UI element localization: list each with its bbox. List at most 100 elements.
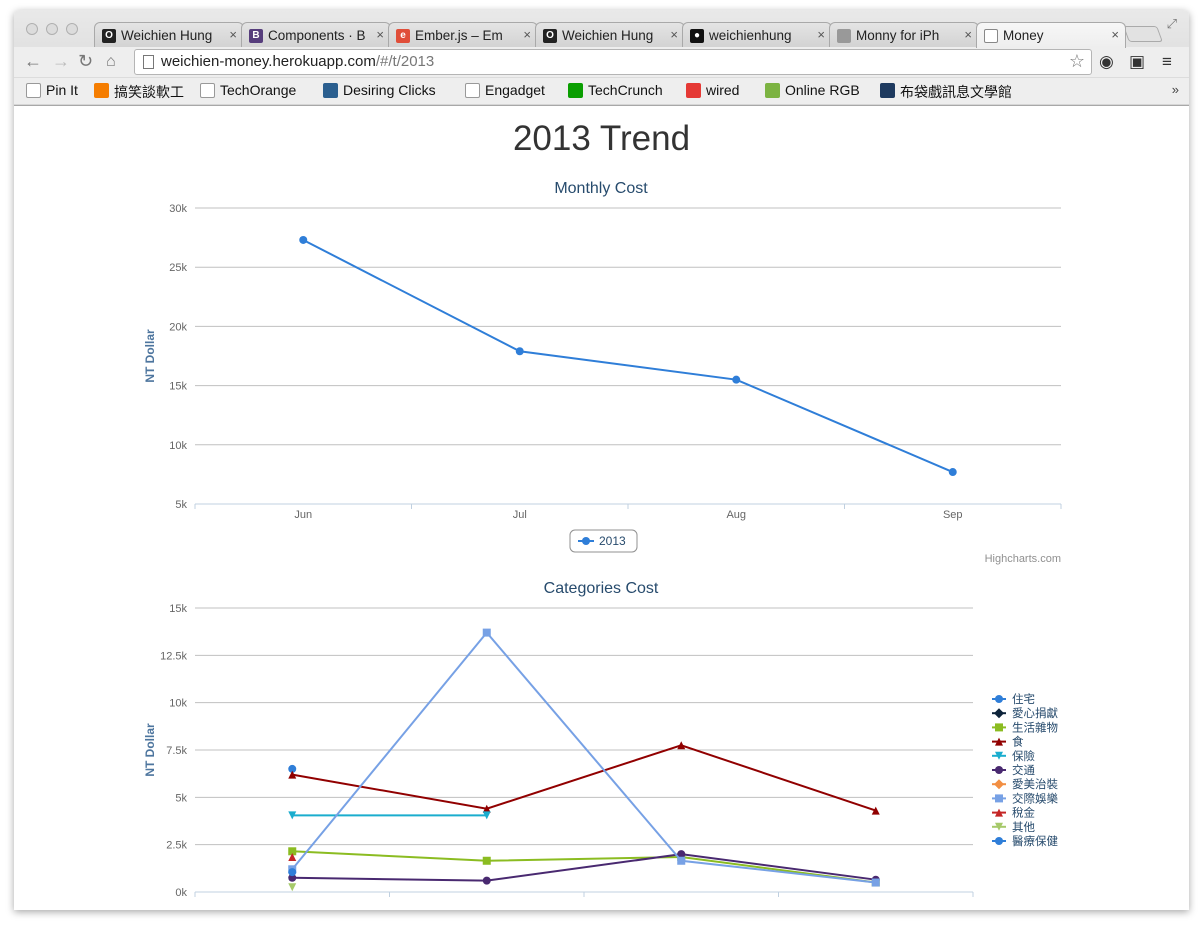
x-tick-label: Jul xyxy=(513,509,527,521)
browser-tab[interactable]: Monny for iPh × xyxy=(829,22,979,48)
legend-label: 2013 xyxy=(599,534,626,548)
legend-label: 交際娛樂 xyxy=(1012,791,1058,805)
y-tick-label: 30k xyxy=(169,203,187,215)
browser-tab[interactable]: ● weichienhung × xyxy=(682,22,832,48)
y-axis-label: NT Dollar xyxy=(143,329,157,383)
bookmark-star-icon[interactable]: ☆ xyxy=(1068,51,1085,71)
data-point xyxy=(288,847,297,856)
bookmark-item[interactable]: 布袋戲訊息文學館 xyxy=(880,82,1012,102)
zoom-window-button[interactable] xyxy=(66,23,78,35)
data-point xyxy=(515,347,524,356)
bookmark-item[interactable]: Desiring Clicks xyxy=(323,82,436,98)
bookmark-label: TechCrunch xyxy=(588,82,663,98)
bookmarks-overflow-button[interactable]: » xyxy=(1171,82,1179,97)
legend-label: 稅金 xyxy=(1012,806,1035,820)
back-icon[interactable]: ← xyxy=(24,51,42,71)
browser-toolbar: ← → ↻ ⌂ weichien-money.herokuapp.com/#/t… xyxy=(14,47,1189,77)
blogger-icon xyxy=(94,83,109,98)
y-tick-label: 0k xyxy=(175,887,187,899)
browser-tab[interactable]: B Components · B × xyxy=(241,22,391,48)
tab-favicon-icon: e xyxy=(396,29,410,43)
data-point xyxy=(995,808,1003,817)
legend-label: 食 xyxy=(1012,735,1024,749)
tab-title: Components · B xyxy=(268,28,366,43)
new-tab-button[interactable] xyxy=(1123,26,1163,42)
close-tab-icon[interactable]: × xyxy=(1111,27,1119,42)
y-tick-label: 10k xyxy=(169,440,187,452)
data-point xyxy=(871,806,880,815)
bookmark-label: TechOrange xyxy=(220,82,297,98)
tab-favicon-icon: O xyxy=(102,29,116,43)
bookmark-item[interactable]: TechOrange xyxy=(200,82,296,98)
categories-cost-chart: Categories Cost NT Dollar 0k 2.5k 5k 7.5k 10k 1… xyxy=(143,580,1058,899)
menu-icon[interactable]: ≡ xyxy=(1162,52,1172,71)
fullscreen-icon[interactable]: ⤢ xyxy=(1166,16,1177,31)
data-point xyxy=(288,868,297,877)
bookmark-label: 搞笑談軟工 xyxy=(114,84,184,100)
legend-label: 醫療保健 xyxy=(1012,834,1058,848)
forward-icon[interactable]: → xyxy=(52,51,70,71)
data-point xyxy=(995,751,1003,760)
bookmarks-bar: » Pin It 搞笑談軟工 TechOrange Desiring Clicks En… xyxy=(14,78,1189,104)
legend-label: 其他 xyxy=(1012,821,1035,834)
incognito-extension-icon[interactable]: ◉ xyxy=(1099,52,1114,71)
url-host: weichien-money.herokuapp.com xyxy=(161,53,376,70)
bookmark-item[interactable]: Engadget xyxy=(465,82,545,98)
y-tick-label: 15k xyxy=(169,381,187,393)
bookmark-item[interactable]: TechCrunch xyxy=(568,82,663,98)
legend-label: 保險 xyxy=(1012,749,1035,763)
desiring-clicks-icon xyxy=(323,83,338,98)
series-10 xyxy=(288,868,297,877)
reload-icon[interactable]: ↻ xyxy=(78,51,94,71)
close-tab-icon[interactable]: × xyxy=(229,27,237,42)
data-point xyxy=(677,850,686,859)
close-tab-icon[interactable]: × xyxy=(670,27,678,42)
minimize-window-button[interactable] xyxy=(46,23,58,35)
close-tab-icon[interactable]: × xyxy=(376,27,384,42)
y-tick-label: 5k xyxy=(175,499,187,511)
legend-label: 生活雜物 xyxy=(1012,720,1058,734)
data-point xyxy=(482,804,491,813)
browser-tab[interactable]: O Weichien Hung × xyxy=(94,22,244,48)
data-point xyxy=(299,235,308,244)
series-line xyxy=(291,631,876,884)
tab-favicon-icon: ● xyxy=(690,29,704,43)
browser-tab[interactable]: Money × xyxy=(976,22,1126,48)
legend-label: 交通 xyxy=(1012,763,1035,777)
data-point xyxy=(582,537,590,545)
browser-tab[interactable]: e Ember.js – Em × xyxy=(388,22,538,48)
rgb-icon xyxy=(765,83,780,98)
close-tab-icon[interactable]: × xyxy=(523,27,531,42)
close-window-button[interactable] xyxy=(26,23,38,35)
bookmark-item[interactable]: Pin It xyxy=(26,82,78,98)
tab-favicon-icon xyxy=(837,29,851,43)
cast-extension-icon[interactable]: ▣ xyxy=(1129,52,1146,71)
data-point xyxy=(995,766,1003,774)
data-point xyxy=(995,695,1003,703)
browser-window: O Weichien Hung × B Components · B × e Ember.js… xyxy=(14,10,1189,910)
data-point xyxy=(677,856,686,865)
techcrunch-icon xyxy=(568,83,583,98)
bookmark-label: Online RGB xyxy=(785,82,860,98)
home-icon[interactable]: ⌂ xyxy=(106,53,116,70)
chart-title: Monthly Cost xyxy=(554,180,648,197)
bookmark-item[interactable]: Online RGB xyxy=(765,82,860,98)
series-line xyxy=(292,853,876,882)
legend-label: 住宅 xyxy=(1012,692,1035,706)
data-point xyxy=(288,873,297,882)
close-tab-icon[interactable]: × xyxy=(817,27,825,42)
data-point xyxy=(948,468,957,477)
bookmark-item[interactable]: 搞笑談軟工 xyxy=(94,82,184,102)
address-bar[interactable]: weichien-money.herokuapp.com/#/t/2013 ☆ xyxy=(134,49,1092,75)
series-0 xyxy=(288,764,297,773)
page-icon xyxy=(143,55,154,69)
bookmark-item[interactable]: wired xyxy=(686,82,739,98)
browser-tab[interactable]: O Weichien Hung × xyxy=(535,22,685,48)
y-tick-label: 20k xyxy=(169,321,187,333)
data-point xyxy=(482,628,491,637)
legend-label: 愛美治裝 xyxy=(1012,777,1058,791)
legend: 2013 xyxy=(569,529,638,553)
close-tab-icon[interactable]: × xyxy=(964,27,972,42)
legend-box xyxy=(569,529,638,553)
